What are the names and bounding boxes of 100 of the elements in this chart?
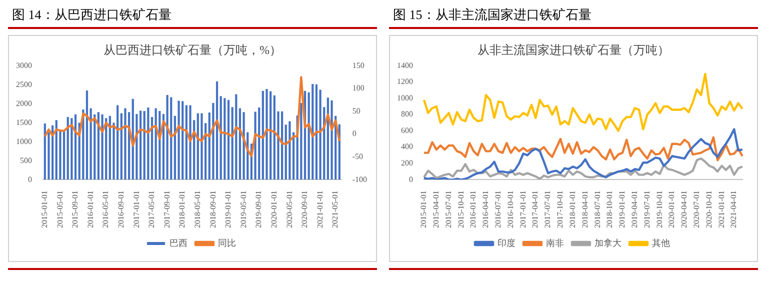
x-tick-label: 2017-09-01	[162, 190, 172, 228]
bar	[200, 113, 203, 180]
bar	[284, 124, 287, 180]
x-tick-label: 2017-07-01	[543, 190, 552, 228]
legend-label: 南非	[546, 238, 564, 248]
legend-label: 巴西	[170, 238, 188, 248]
y-tick-label: 200	[401, 158, 413, 168]
bar	[270, 91, 272, 180]
x-tick-label: 2021-01-01	[716, 190, 726, 228]
bar	[62, 131, 66, 180]
x-tick-label: 2016-04-01	[481, 190, 490, 228]
y2-tick-label: 150	[352, 60, 364, 70]
y-tick-label: 0	[409, 174, 413, 184]
x-tick-label: 2019-04-01	[630, 190, 639, 228]
bar	[330, 100, 333, 180]
y-tick-label: 1000	[16, 136, 32, 146]
bar	[143, 110, 146, 180]
bar	[273, 95, 276, 180]
x-tick-label: 2018-09-01	[208, 190, 218, 228]
x-tick-label: 2020-01-01	[667, 190, 676, 228]
y-tick-label: 2000	[16, 98, 32, 108]
x-tick-label: 2019-01-01	[224, 190, 233, 228]
bar	[224, 98, 226, 180]
chart-subtitle: 从非主流国家进口铁矿石量（万吨）	[476, 42, 670, 58]
bar	[220, 96, 222, 180]
x-tick-label: 2016-10-01	[506, 190, 515, 228]
x-tick-label: 2016-07-01	[494, 190, 503, 228]
bar	[170, 97, 172, 180]
x-tick-label: 2021-01-01	[315, 190, 324, 228]
chart-title: 图 14：从巴西进口铁矿石量	[8, 4, 377, 29]
bar	[124, 108, 126, 180]
x-tick-label: 2015-01-01	[40, 190, 50, 228]
bar	[281, 111, 284, 180]
bar	[101, 114, 104, 180]
bar	[116, 105, 119, 180]
y-tick-label: 1500	[16, 118, 32, 127]
x-tick-label: 2018-04-01	[580, 190, 590, 228]
legend-label: 其他	[652, 238, 670, 248]
y-tick-label: 0	[28, 174, 32, 184]
y-tick-label: 1400	[397, 60, 413, 70]
x-tick-label: 2020-05-01	[284, 190, 294, 228]
x-tick-label: 2016-01-01	[86, 190, 95, 228]
x-tick-label: 2015-01-01	[419, 190, 428, 228]
bar	[300, 103, 302, 180]
bar	[108, 116, 111, 180]
y-tick-label: 800	[401, 110, 413, 119]
bar	[90, 108, 92, 180]
y2-tick-label: 100	[352, 84, 364, 93]
bar	[235, 94, 238, 180]
x-tick-label: 2019-05-01	[238, 190, 248, 228]
y-tick-label: 500	[20, 156, 32, 165]
x-tick-label: 2019-01-01	[618, 190, 627, 228]
y-tick-label: 600	[401, 126, 413, 135]
bar	[182, 101, 184, 180]
bar	[150, 117, 154, 180]
legend-label: 印度	[498, 238, 516, 248]
x-tick-label: 2018-05-01	[193, 190, 202, 228]
bar	[178, 100, 180, 180]
y2-tick-label: 50	[352, 106, 360, 116]
bar	[139, 110, 142, 180]
x-tick-label: 2020-04-01	[680, 190, 689, 228]
bar	[262, 90, 264, 180]
x-tick-label: 2021-04-01	[729, 190, 738, 228]
x-tick-label: 2019-09-01	[254, 190, 264, 228]
chart-subtitle: 从巴西进口铁矿石量（万吨，%）	[102, 42, 282, 58]
x-tick-label: 2015-07-01	[444, 190, 453, 228]
x-tick-label: 2017-01-01	[518, 190, 528, 228]
x-tick-label: 2017-01-01	[132, 190, 141, 228]
x-tick-label: 2019-10-01	[654, 190, 664, 228]
legend-label: 加拿大	[594, 238, 622, 248]
x-tick-label: 2016-05-01	[101, 190, 110, 228]
bar	[55, 120, 58, 180]
x-tick-label: 2018-01-01	[568, 190, 577, 228]
bar	[189, 105, 192, 180]
bar	[196, 113, 199, 180]
x-tick-label: 2017-10-01	[556, 190, 565, 228]
bar	[86, 90, 88, 180]
x-tick-label: 2015-09-01	[70, 190, 80, 228]
bar	[216, 81, 218, 180]
bar	[227, 100, 230, 180]
legend-label: 同比	[218, 238, 236, 248]
x-tick-label: 2020-01-01	[269, 190, 278, 228]
x-tick-label: 2020-07-01	[692, 190, 702, 228]
x-tick-label: 2018-07-01	[592, 190, 602, 228]
x-tick-label: 2015-04-01	[432, 190, 440, 228]
x-tick-label: 2017-05-01	[147, 190, 156, 228]
y-tick-label: 400	[401, 142, 413, 152]
chart-title: 图 15：从非主流国家进口铁矿石量	[389, 4, 758, 29]
bar	[288, 121, 291, 180]
y2-tick-label: -100	[352, 174, 368, 184]
x-tick-label: 2021-05-01	[330, 190, 340, 228]
x-tick-label: 2020-10-01	[704, 190, 714, 228]
x-tick-label: 2018-01-01	[178, 190, 187, 228]
bar	[70, 118, 73, 180]
x-tick-label: 2018-10-01	[605, 190, 614, 228]
bar	[44, 123, 46, 180]
y2-tick-label: 0	[352, 129, 356, 138]
y-tick-label: 1000	[397, 93, 413, 102]
y-tick-label: 1200	[397, 77, 413, 86]
bar	[312, 84, 314, 180]
